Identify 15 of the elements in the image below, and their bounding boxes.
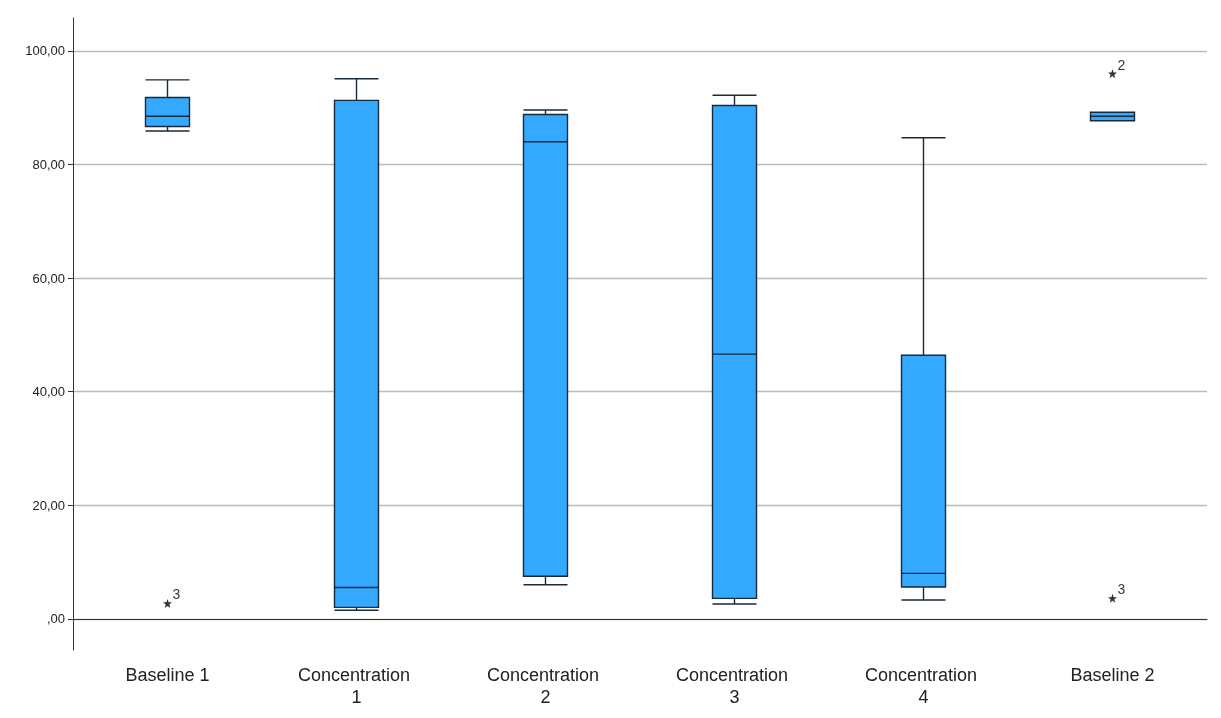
- x-tick-label: Concentration 1: [297, 665, 416, 707]
- y-tick-label: 60,00: [32, 270, 65, 286]
- y-tick-label: 80,00: [32, 157, 65, 172]
- x-tick-label: Concentration 3: [675, 665, 794, 707]
- x-tick-label: Concentration 4: [864, 665, 983, 707]
- y-tick-label: 20,00: [32, 497, 65, 513]
- x-tick-label: Concentration 2: [486, 665, 605, 707]
- y-tick-label: ,00: [46, 611, 65, 627]
- annotation: 3: [172, 586, 181, 603]
- annotation: 3: [1117, 581, 1126, 598]
- y-tick-label: 100,00: [25, 43, 65, 59]
- y-tick-label: 40,00: [32, 384, 65, 400]
- x-tick-label: Baseline 2: [1070, 665, 1155, 685]
- annotation: 2: [1117, 56, 1126, 73]
- x-tick-label: Baseline 1: [125, 665, 210, 685]
